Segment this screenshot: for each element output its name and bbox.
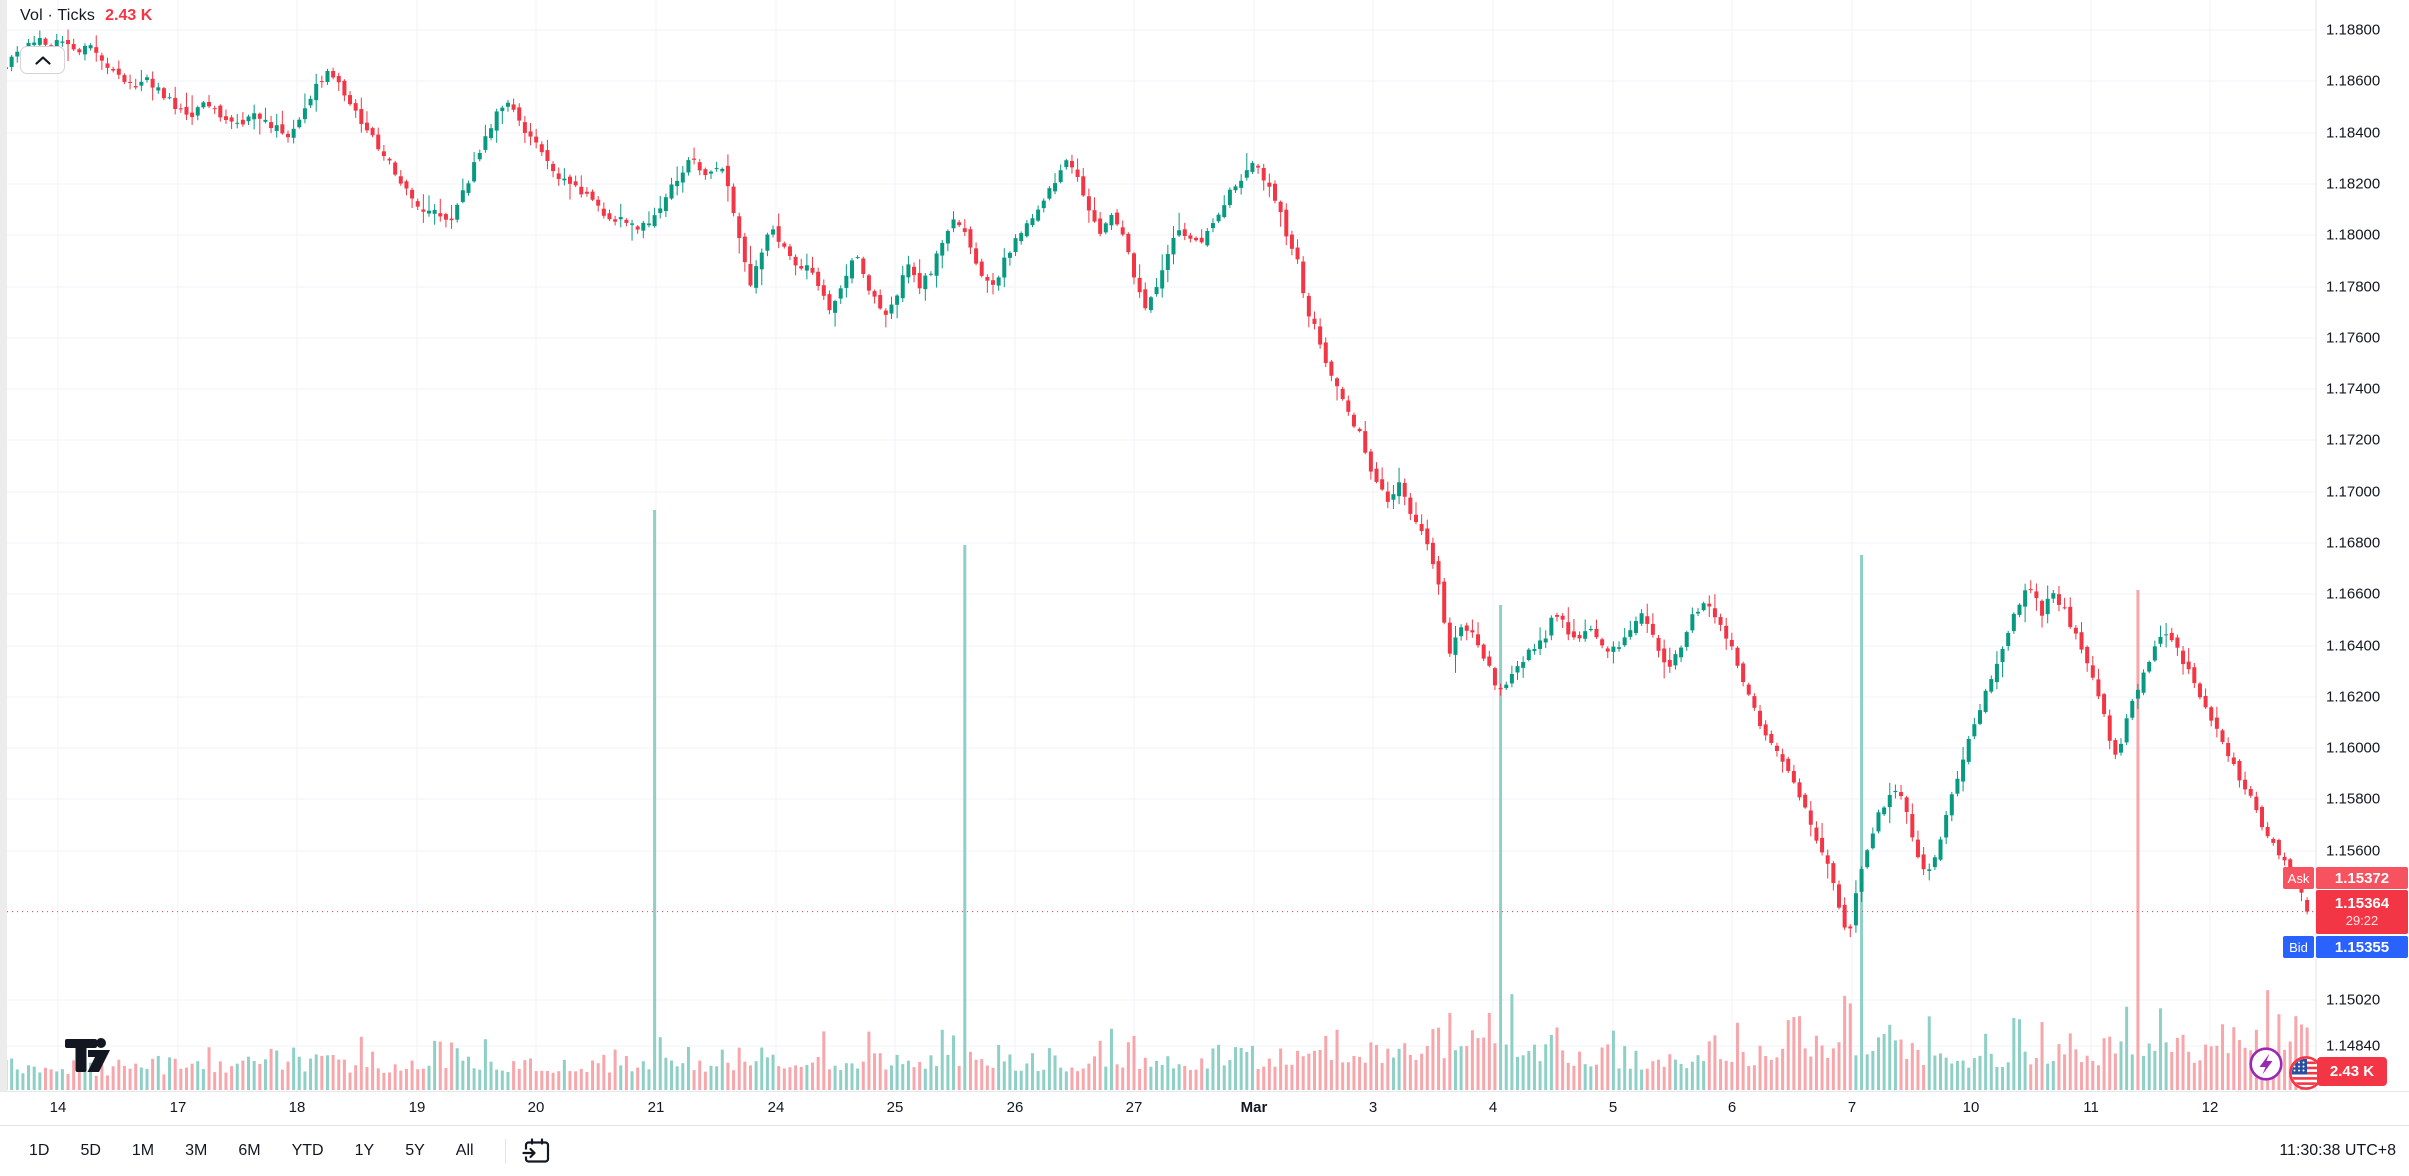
time-axis-label: 10 [1962, 1099, 1980, 1116]
price-axis-label: 1.17600 [2326, 329, 2381, 347]
price-axis-label: 1.17800 [2326, 278, 2381, 296]
time-axis-label: 6 [1727, 1099, 1737, 1116]
price-axis-label: 1.16600 [2326, 585, 2381, 603]
time-axis-label: Mar [1240, 1099, 1268, 1116]
price-axis-label: 1.14840 [2326, 1037, 2381, 1055]
price-axis-label: 1.18600 [2326, 72, 2381, 90]
last-price-badge[interactable]: 1.15364 29:22 [2316, 890, 2408, 934]
price-axis-label: 1.17200 [2326, 431, 2381, 449]
range-button-1m[interactable]: 1M [130, 1140, 156, 1162]
range-button-3m[interactable]: 3M [183, 1140, 209, 1162]
time-axis-label: 19 [408, 1099, 426, 1116]
price-axis-label: 1.15800 [2326, 790, 2381, 808]
time-axis-label: 7 [1847, 1099, 1857, 1116]
last-price-value: 1.15364 [2334, 894, 2390, 912]
price-axis-label: 1.18000 [2326, 226, 2381, 244]
time-axis-label: 18 [288, 1099, 306, 1116]
price-axis-label: 1.16000 [2326, 739, 2381, 757]
price-axis-label: 1.16400 [2326, 637, 2381, 655]
session-volume-badge[interactable]: 2.43 K [2317, 1057, 2387, 1086]
range-button-ytd[interactable]: YTD [290, 1140, 326, 1162]
chevron-up-icon [34, 55, 51, 65]
time-axis-label: 5 [1608, 1099, 1618, 1116]
ask-value: 1.15372 [2334, 869, 2390, 887]
time-axis-label: 14 [49, 1099, 67, 1116]
time-axis-label: 17 [169, 1099, 187, 1116]
time-scale[interactable]: 14 17 18 19 20 21 24 25 26 27 Mar 3 4 5 6 7 10 11 12 [0, 1091, 2409, 1125]
calendar-arrow-icon [521, 1138, 549, 1163]
price-axis-label: 1.18800 [2326, 21, 2381, 39]
price-axis-label: 1.18200 [2326, 175, 2381, 193]
price-axis-label: 1.16800 [2326, 534, 2381, 552]
range-button-5y[interactable]: 5Y [403, 1140, 427, 1162]
price-axis-label: 1.15600 [2326, 842, 2381, 860]
ask-tag[interactable]: Ask [2283, 867, 2314, 889]
time-axis-label: 4 [1488, 1099, 1498, 1116]
bid-price-badge[interactable]: 1.15355 [2316, 936, 2408, 958]
tradingview-logo[interactable] [60, 1032, 180, 1092]
price-axis-label: 1.17000 [2326, 483, 2381, 501]
price-axis-label: 1.17400 [2326, 380, 2381, 398]
bottom-toolbar: 1D 5D 1M 3M 6M YTD 1Y 5Y All 11:30:38 UTC+8 [0, 1125, 2409, 1176]
ask-price-badge[interactable]: 1.15372 [2316, 867, 2408, 889]
time-axis-label: 3 [1368, 1099, 1378, 1116]
collapse-legend-button[interactable] [20, 46, 65, 74]
time-axis-label: 25 [886, 1099, 904, 1116]
go-to-date-button[interactable] [521, 1136, 552, 1166]
time-axis-label: 24 [767, 1099, 785, 1116]
time-axis-label: 12 [2201, 1099, 2219, 1116]
price-axis-label: 1.18400 [2326, 124, 2381, 142]
range-button-1d[interactable]: 1D [27, 1140, 51, 1162]
session-clock[interactable]: 11:30:38 UTC+8 [2279, 1142, 2396, 1159]
range-button-5d[interactable]: 5D [78, 1140, 102, 1162]
session-volume-value: 2.43 K [2329, 1063, 2375, 1080]
range-button-6m[interactable]: 6M [236, 1140, 262, 1162]
range-button-1y[interactable]: 1Y [353, 1140, 377, 1162]
price-axis-label: 1.16200 [2326, 688, 2381, 706]
bar-countdown: 29:22 [2345, 913, 2379, 929]
ask-label: Ask [2287, 870, 2310, 886]
range-button-all[interactable]: All [454, 1140, 476, 1162]
lightning-mode-button[interactable] [2248, 1046, 2284, 1082]
candlestick-chart-canvas[interactable] [0, 0, 2409, 1091]
left-edge-strip [0, 0, 7, 1176]
time-axis-label: 11 [2083, 1099, 2099, 1116]
time-axis-label: 26 [1006, 1099, 1024, 1116]
time-axis-label: 21 [647, 1099, 665, 1116]
legend-title: Vol · Ticks [20, 7, 96, 24]
price-axis-label: 1.15020 [2326, 991, 2381, 1009]
date-range-buttons: 1D 5D 1M 3M 6M YTD 1Y 5Y All [27, 1140, 503, 1162]
bid-value: 1.15355 [2334, 938, 2390, 956]
legend-volume-value: 2.43 K [105, 7, 153, 24]
bid-label: Bid [2289, 939, 2308, 955]
bid-tag[interactable]: Bid [2283, 936, 2314, 958]
time-axis-label: 27 [1125, 1099, 1143, 1116]
lightning-bolt-icon [2259, 1053, 2273, 1075]
toolbar-divider [504, 1139, 506, 1163]
time-axis-label: 20 [527, 1099, 545, 1116]
indicator-legend: Vol · Ticks 2.43 K [20, 7, 152, 25]
